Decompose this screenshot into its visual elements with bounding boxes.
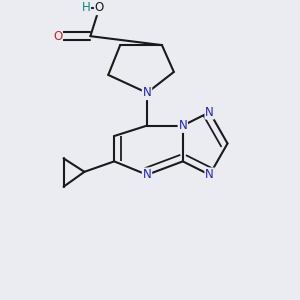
Text: O: O <box>53 30 62 43</box>
Text: H: H <box>82 1 90 14</box>
Text: N: N <box>142 86 152 99</box>
Text: N: N <box>178 119 187 132</box>
Text: N: N <box>205 106 214 119</box>
Text: N: N <box>142 168 152 181</box>
Text: O: O <box>95 1 104 14</box>
Text: N: N <box>205 168 214 181</box>
